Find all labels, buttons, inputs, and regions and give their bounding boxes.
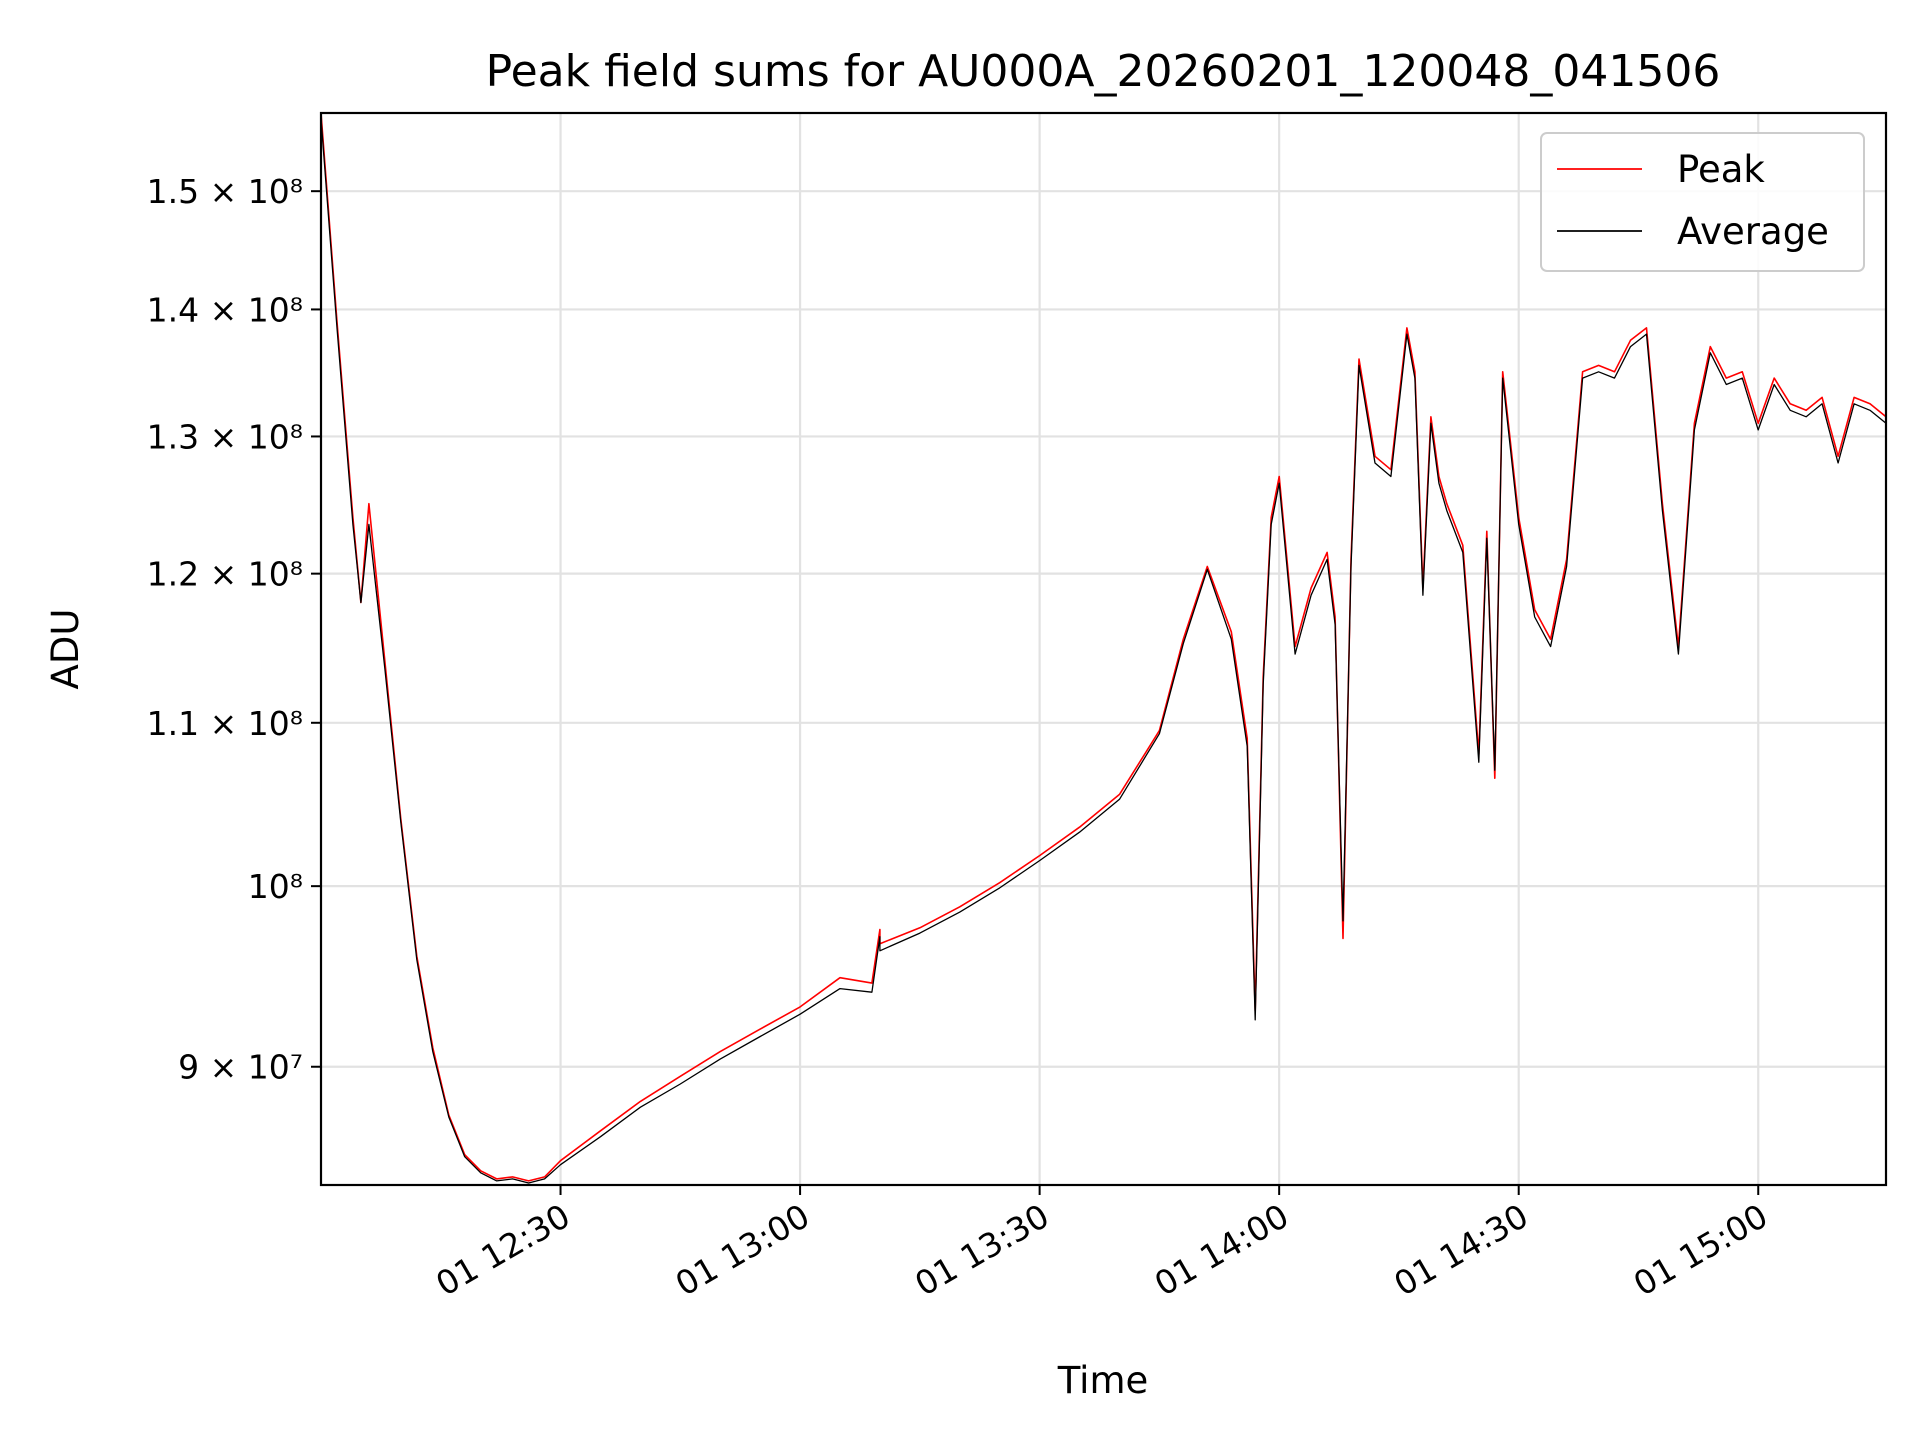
y-tick-label-3: 1.2 × 10⁸: [147, 555, 303, 594]
legend: Peak Average: [1540, 132, 1865, 272]
y-tick-label-5: 1.4 × 10⁸: [147, 290, 303, 329]
y-tick-label-1: 10⁸: [248, 867, 303, 906]
legend-label-peak: Peak: [1677, 148, 1765, 191]
y-tick-label-6: 1.5 × 10⁸: [147, 172, 303, 211]
plot-area-frame: [319, 111, 1888, 1187]
y-tick-label-2: 1.1 × 10⁸: [147, 704, 303, 743]
y-axis-label: ADU: [44, 609, 87, 690]
y-tick-label-4: 1.3 × 10⁸: [147, 417, 303, 456]
y-tick-label-0: 9 × 10⁷: [178, 1048, 303, 1087]
plot-series: [320, 112, 1887, 1184]
gridlines: [321, 113, 1886, 1185]
series-line-average: [320, 118, 1887, 1184]
legend-box: [1540, 132, 1865, 272]
legend-label-average: Average: [1677, 210, 1829, 253]
x-axis-label: Time: [1057, 1359, 1149, 1402]
chart-title: Peak field sums for AU000A_20260201_1200…: [486, 46, 1721, 97]
